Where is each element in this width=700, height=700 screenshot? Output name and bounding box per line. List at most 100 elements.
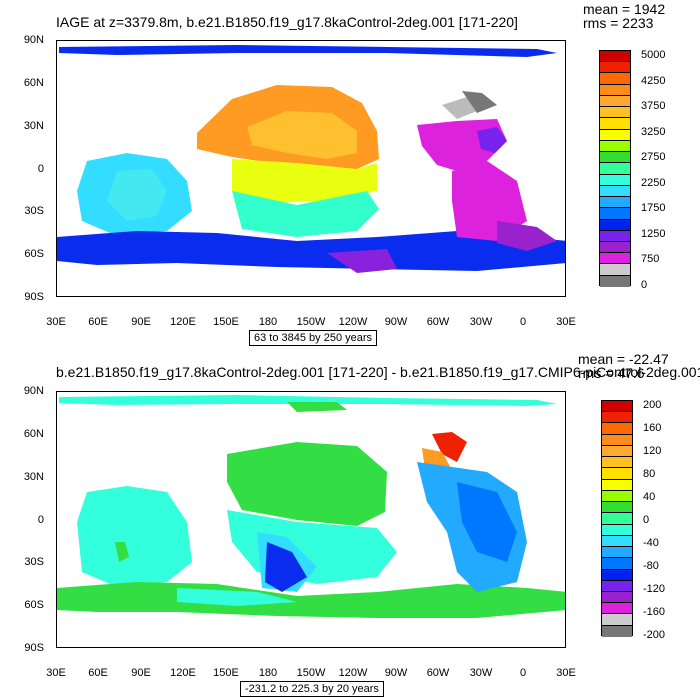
p1-nordic-dark (462, 91, 497, 113)
colorbar-swatch (602, 423, 632, 435)
p1-south-pacific (232, 191, 379, 237)
colorbar-label: 200 (643, 399, 662, 411)
p2-xtick: 120E (170, 667, 196, 679)
colorbar-label: 80 (643, 468, 656, 480)
p1-xtick: 120W (338, 316, 368, 328)
colorbar-swatch (600, 95, 630, 108)
p2-xtick: 90W (384, 667, 408, 679)
p2-arctic-region (59, 395, 557, 406)
colorbar-swatch (600, 275, 630, 287)
colorbar-label: -120 (643, 583, 666, 595)
p2-xtick: 0 (519, 667, 527, 679)
p1-ytick: 30S (24, 205, 44, 217)
p1-xtick: 90W (384, 316, 408, 328)
p1-arctic-region (59, 45, 557, 57)
p1-xtick: 150W (296, 316, 326, 328)
p1-range-label: 63 to 3845 by 250 years (249, 330, 378, 346)
p2-indian-region (77, 486, 192, 587)
colorbar-label: 3750 (641, 100, 666, 113)
colorbar-label: 0 (641, 279, 648, 291)
colorbar-swatch (600, 107, 630, 119)
p1-atlantic-mid (452, 161, 527, 241)
p1-xtick: 90E (131, 316, 151, 328)
p2-xtick: 30W (469, 667, 493, 679)
p2-npacific-region (227, 442, 387, 526)
p2-xtick: 30E (556, 667, 576, 679)
colorbar-swatch (600, 253, 630, 265)
panel2-mean: mean = -22.47 (578, 351, 669, 367)
panel1-map-canvas (57, 45, 565, 273)
p1-ytick: 60S (24, 248, 44, 260)
colorbar-swatch (600, 62, 630, 74)
colorbar-swatch (602, 412, 632, 424)
p1-indian-core (107, 169, 167, 221)
p2-xtick: 30E (46, 667, 66, 679)
colorbar-label: -80 (643, 560, 659, 572)
colorbar-swatch (600, 174, 630, 186)
colorbar-swatch (602, 603, 632, 615)
panel2-title: b.e21.B1850.f19_g17.8kaControl-2deg.001 … (56, 364, 700, 380)
p2-ytick: 30S (24, 556, 44, 568)
p2-colorbar (601, 400, 633, 637)
p1-xtick: 150E (213, 316, 239, 328)
p2-ytick: 30N (23, 471, 44, 483)
p1-npacific-core (247, 111, 357, 159)
p2-xtick: 120W (338, 667, 368, 679)
colorbar-swatch (602, 401, 632, 413)
p1-xtick: 60E (88, 316, 108, 328)
colorbar-label: 750 (641, 253, 660, 266)
p1-xtick: 180 (258, 316, 278, 328)
p2-indian-green (115, 542, 129, 562)
panel1-rms: rms = 2233 (583, 15, 654, 31)
panel2-rms: rms = 47.6 (578, 365, 645, 381)
colorbar-swatch (600, 264, 630, 276)
p2-ytick: 60S (24, 599, 44, 611)
p2-ytick: 90S (24, 642, 44, 654)
p1-southern-band (57, 231, 565, 271)
colorbar-label: -160 (643, 606, 666, 618)
colorbar-swatch (602, 580, 632, 592)
colorbar-swatch (600, 230, 630, 242)
panel2-map-canvas (57, 395, 565, 618)
p1-atlantic-blue (477, 127, 507, 153)
colorbar-swatch (602, 502, 632, 514)
colorbar-label: 1250 (641, 227, 666, 240)
p2-pacific-green (287, 402, 347, 412)
colorbar-label: 0 (643, 514, 650, 526)
p2-xtick: 90E (131, 667, 151, 679)
colorbar-swatch (600, 51, 630, 63)
colorbar-swatch (602, 457, 632, 469)
p1-ytick: 60N (23, 77, 44, 89)
p2-xtick: 150E (213, 667, 239, 679)
colorbar-label: -200 (643, 629, 666, 641)
colorbar-label: -40 (643, 537, 659, 549)
p1-nordic-gray (442, 97, 477, 119)
colorbar-swatch (602, 569, 632, 581)
panel1-mean: mean = 1942 (583, 1, 666, 17)
colorbar-swatch (600, 140, 630, 153)
colorbar-swatch (600, 118, 630, 130)
p2-xtick: 60W (426, 667, 450, 679)
p2-ytick: 90N (23, 385, 44, 397)
p1-ytick: 90N (23, 34, 44, 46)
p2-xtick: 150W (296, 667, 326, 679)
colorbar-label: 2250 (641, 176, 666, 189)
colorbar-swatch (602, 445, 632, 458)
p2-ytick: 60N (23, 428, 44, 440)
colorbar-swatch (602, 535, 632, 548)
colorbar-label: 2750 (641, 151, 666, 164)
colorbar-swatch (600, 208, 630, 220)
p2-range-label: -231.2 to 225.3 by 20 years (240, 681, 384, 697)
p1-colorbar (599, 50, 631, 287)
colorbar-swatch (602, 490, 632, 503)
colorbar-swatch (600, 219, 630, 231)
p1-xtick: 120E (170, 316, 196, 328)
colorbar-swatch (602, 479, 632, 491)
colorbar-swatch (600, 73, 630, 85)
panel1-title: IAGE at z=3379.8m, b.e21.B1850.f19_g17.8… (56, 14, 518, 30)
p1-ytick: 90S (24, 291, 44, 303)
colorbar-label: 4250 (641, 74, 666, 87)
colorbar-label: 40 (643, 491, 656, 503)
colorbar-label: 5000 (641, 49, 666, 61)
colorbar-swatch (600, 163, 630, 175)
